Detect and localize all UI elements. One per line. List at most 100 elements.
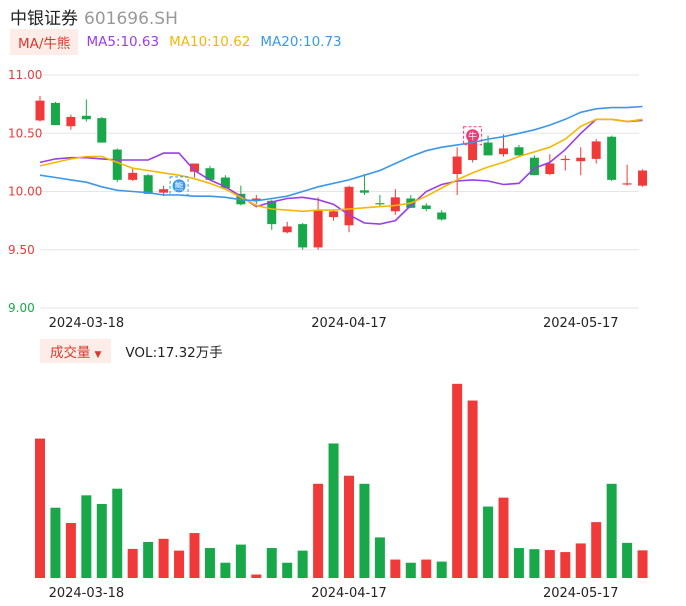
candle-body: [344, 186, 354, 226]
ma10-legend-label: MA10:10.62: [169, 34, 251, 50]
signal-markers: 熊牛: [169, 126, 483, 196]
candle: [81, 99, 91, 122]
volume-bar: [498, 497, 509, 578]
volume-bar: [452, 383, 463, 578]
marker-dot: [466, 129, 480, 143]
stock-name: 中银证券: [10, 9, 78, 29]
x-tick-label: 2024-04-17: [311, 316, 387, 331]
candle: [112, 148, 122, 183]
volume-legend: 成交量 ▼ VOL:17.32万手: [40, 339, 223, 363]
volume-bar: [81, 495, 92, 578]
candle: [514, 144, 524, 156]
candle-body: [607, 136, 617, 180]
volume-bars: [35, 383, 648, 578]
candle-body: [282, 226, 292, 233]
candle-body: [159, 189, 169, 193]
x-tick-label: 2024-03-18: [49, 316, 125, 331]
candle: [128, 168, 138, 182]
candle-body: [205, 168, 215, 180]
volume-bar: [622, 542, 633, 578]
volume-bar: [344, 475, 354, 578]
y-tick-label: 10.50: [8, 126, 42, 140]
volume-bar: [158, 538, 169, 578]
ma20-line: [39, 105, 643, 202]
candle-body: [514, 147, 524, 156]
volume-bar: [513, 548, 524, 578]
candle-body: [298, 224, 308, 248]
candle: [375, 194, 385, 207]
candle-body: [220, 177, 230, 189]
candle: [622, 164, 632, 186]
candle: [298, 222, 308, 250]
ma-legend: MA/牛熊 MA5:10.63 MA10:10.62 MA20:10.73: [10, 29, 352, 55]
candle: [607, 135, 617, 182]
volume-bar: [266, 548, 277, 578]
volume-bar: [35, 438, 45, 578]
volume-bar: [112, 488, 123, 578]
candle: [267, 199, 277, 230]
candle: [205, 165, 215, 180]
candle-body: [545, 163, 555, 175]
volume-bar: [251, 574, 262, 578]
candle: [50, 101, 60, 126]
candle-body: [591, 141, 601, 159]
volume-bar: [544, 550, 555, 578]
volume-bar: [127, 548, 138, 578]
volume-bar: [374, 537, 385, 578]
volume-bar: [591, 522, 602, 578]
candle-body: [267, 200, 277, 225]
candle-body: [576, 157, 586, 162]
candle-body: [390, 197, 400, 212]
candle: [421, 203, 431, 212]
volume-bar: [575, 543, 586, 578]
volume-bar: [637, 550, 648, 578]
volume-bar: [436, 561, 447, 578]
marker-label: 熊: [175, 180, 184, 192]
x-tick-label: 2024-03-18: [49, 586, 125, 601]
candle-body: [329, 211, 339, 218]
ma5-legend-label: MA5:10.63: [86, 34, 160, 50]
candle: [97, 116, 107, 143]
candle: [638, 169, 648, 187]
candle-body: [375, 203, 385, 205]
volume-bar: [483, 506, 494, 578]
candle-body: [529, 157, 539, 176]
candle: [329, 210, 339, 221]
candle-body: [128, 172, 138, 180]
marker-frame: [463, 126, 483, 146]
candle-body: [35, 100, 45, 121]
candle-body: [97, 118, 107, 143]
volume-bar: [421, 559, 432, 578]
stock-title: 中银证券 601696.SH: [10, 4, 178, 29]
volume-indicator-selector[interactable]: 成交量 ▼: [40, 339, 112, 363]
candle: [545, 154, 555, 176]
candle-body: [499, 148, 508, 155]
volume-bar: [529, 549, 540, 578]
candle: [313, 197, 323, 250]
candlestick-series: [35, 95, 648, 250]
volume-bar: [189, 533, 200, 578]
candle-body: [313, 210, 323, 248]
signal-marker: 熊: [169, 176, 189, 196]
y-tick-label: 10.00: [8, 185, 42, 199]
candle-body: [112, 149, 122, 180]
ma-indicator-selector[interactable]: MA/牛熊: [10, 29, 79, 55]
volume-value: VOL:17.32万手: [125, 345, 223, 361]
volume-bar: [560, 552, 571, 578]
y-tick-label: 9.50: [8, 243, 35, 257]
candle: [576, 147, 586, 176]
price-y-axis: 11.00 10.50 10.00 9.50 9.00: [8, 68, 42, 315]
volume-bar: [359, 483, 370, 578]
candle-body: [251, 198, 261, 201]
moving-average-lines: [39, 105, 643, 225]
candle-body: [560, 158, 570, 161]
ma20-legend-label: MA20:10.73: [260, 34, 342, 50]
y-tick-label: 9.00: [8, 301, 35, 315]
volume-x-axis: 2024-03-18 2024-04-17 2024-05-17: [49, 586, 619, 601]
x-tick-label: 2024-05-17: [543, 316, 619, 331]
volume-bar: [50, 507, 61, 578]
dropdown-arrow-icon: ▼: [94, 350, 102, 360]
volume-bar: [390, 559, 401, 578]
volume-bar: [282, 562, 293, 578]
